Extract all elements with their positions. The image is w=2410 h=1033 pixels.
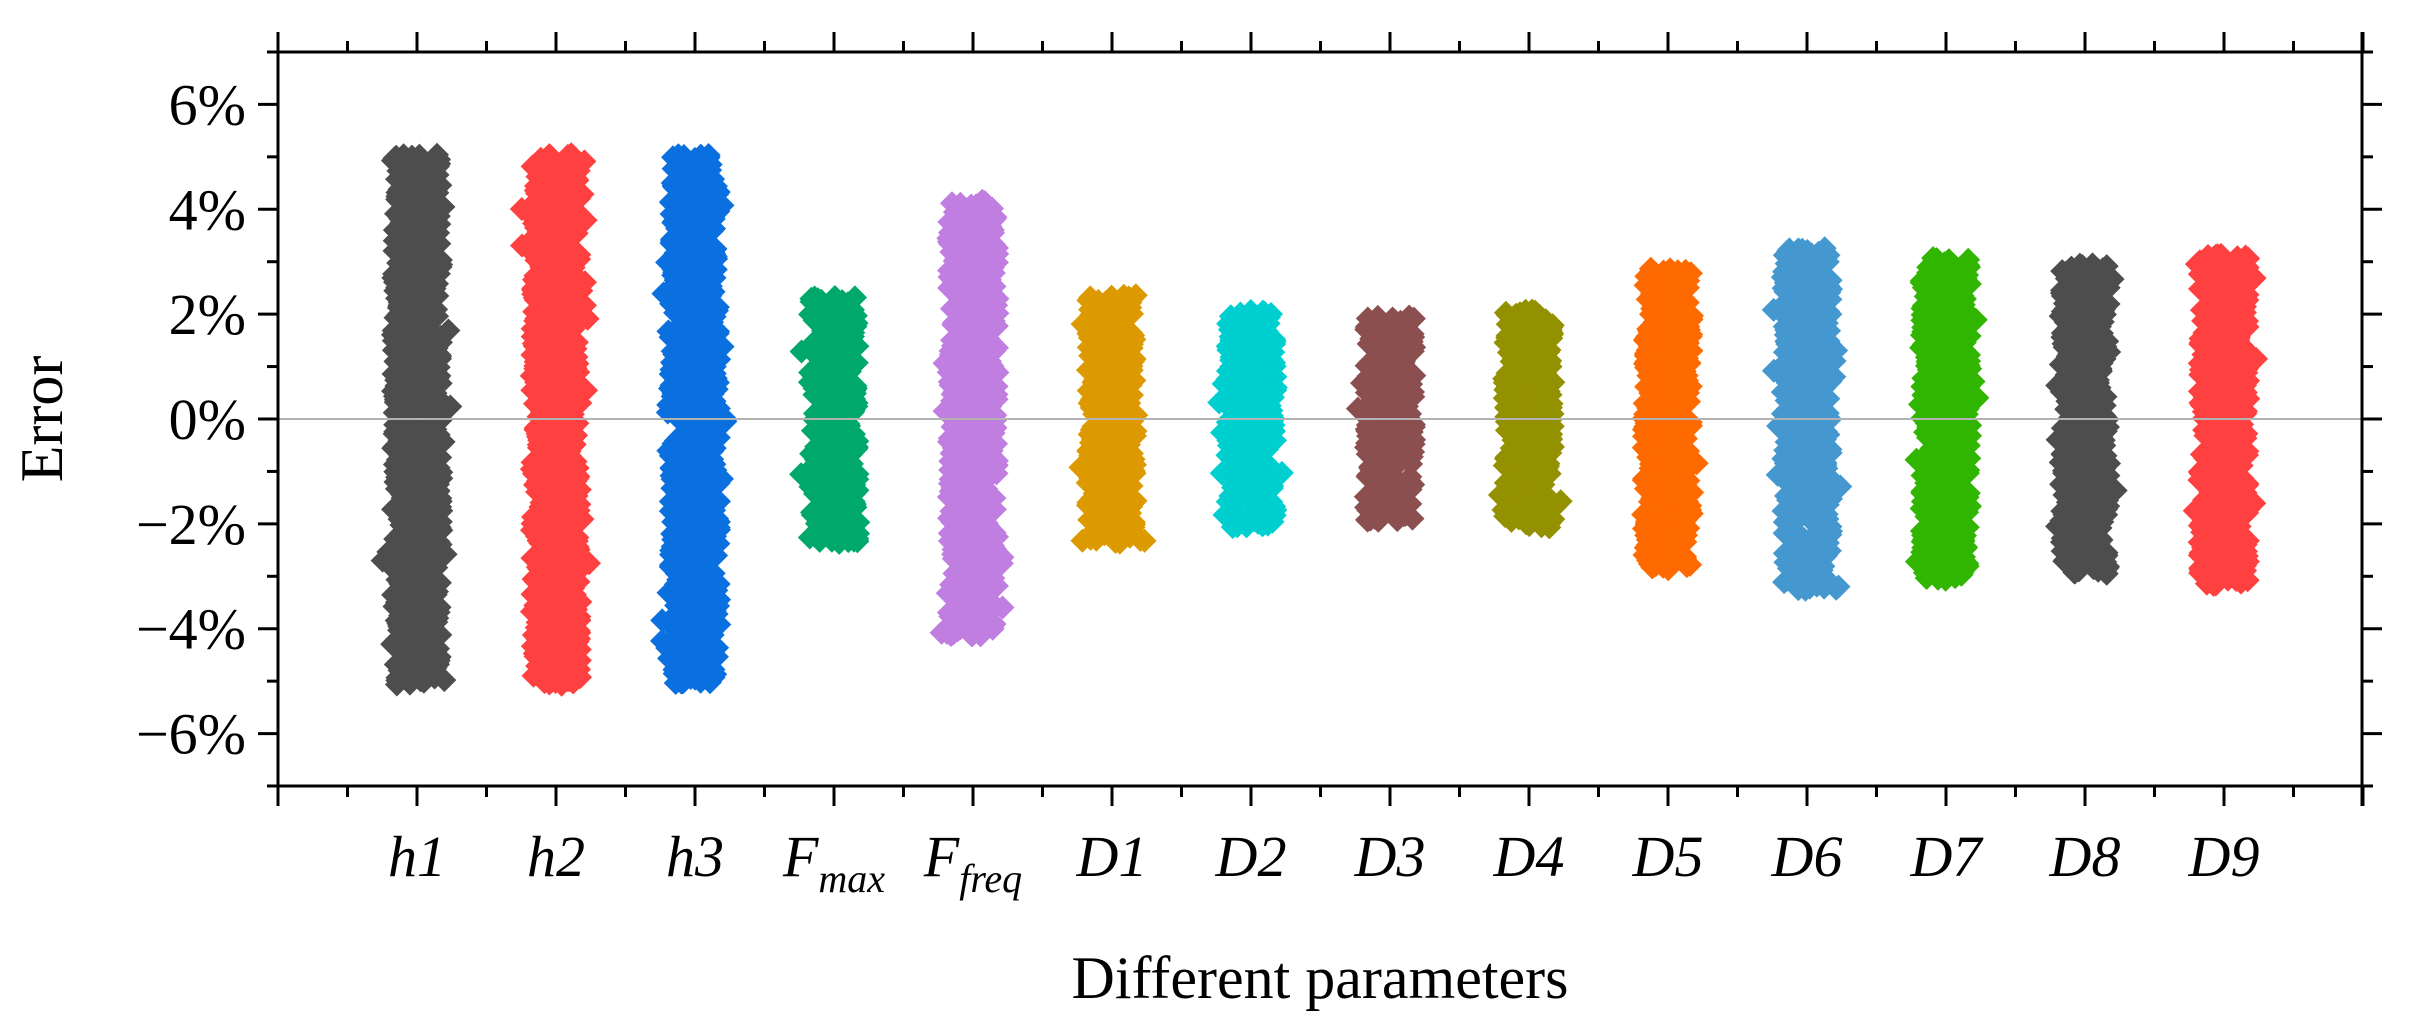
- data-point: [384, 672, 409, 697]
- data-point: [397, 671, 422, 696]
- series-h2: [509, 142, 601, 697]
- scatter-marks: [370, 142, 2269, 697]
- data-point: [411, 669, 436, 694]
- data-point: [537, 671, 562, 696]
- data-point: [432, 668, 457, 693]
- series-h1: [370, 142, 463, 697]
- series-Ffreq: [929, 188, 1015, 648]
